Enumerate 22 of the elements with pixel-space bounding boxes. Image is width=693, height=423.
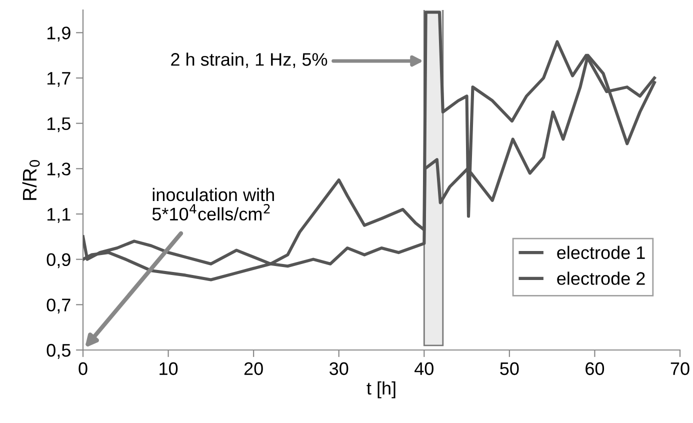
y-tick-label: 1,7 — [47, 72, 70, 87]
legend-label: electrode 2 — [557, 272, 645, 285]
x-tick-label: 20 — [244, 362, 263, 376]
x-tick-label: 0 — [78, 362, 88, 376]
x-tick-label: 60 — [586, 362, 604, 376]
x-tick-label: 70 — [670, 362, 690, 376]
y-tick-label: 1,1 — [47, 208, 70, 223]
x-tick-label: 30 — [330, 362, 348, 376]
y-tick-label: 1,5 — [47, 117, 70, 132]
x-tick-label: 10 — [160, 362, 178, 376]
legend-label: electrode 1 — [557, 246, 645, 260]
y-tick-label: 0,5 — [46, 344, 70, 359]
y-axis-title: R/R$_{0}$ — [22, 160, 40, 200]
y-tick-label: 0,7 — [46, 298, 70, 314]
x-tick-label: 40 — [414, 362, 434, 376]
x-axis-title: t [h] — [366, 381, 396, 398]
y-tick-label: 1,9 — [47, 26, 70, 42]
x-tick-label: 50 — [500, 362, 519, 376]
y-tick-label: 1,3 — [47, 162, 70, 178]
y-tick-label: 0,9 — [46, 253, 70, 268]
annotation: inoculation with 5*10$^{4}$cells/cm$^{2}$ — [152, 188, 274, 220]
annotation: 2 h strain, 1 Hz, 5% — [171, 52, 328, 68]
